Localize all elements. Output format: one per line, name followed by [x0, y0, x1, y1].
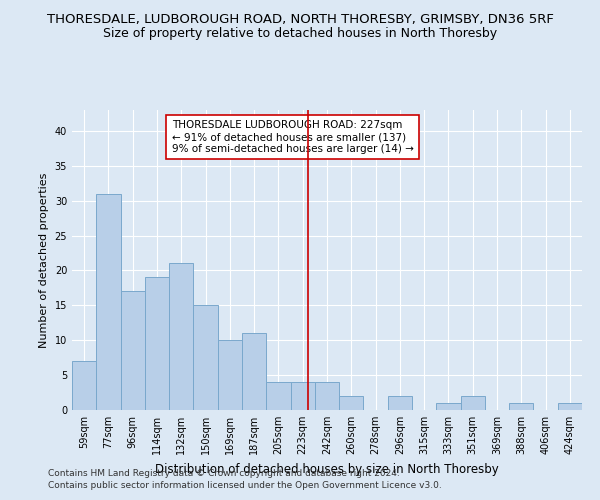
Text: Contains public sector information licensed under the Open Government Licence v3: Contains public sector information licen…	[48, 481, 442, 490]
Bar	[266, 382, 290, 410]
Bar	[145, 278, 169, 410]
Bar	[558, 403, 582, 410]
X-axis label: Distribution of detached houses by size in North Thoresby: Distribution of detached houses by size …	[155, 462, 499, 475]
Bar	[72, 361, 96, 410]
Text: THORESDALE, LUDBOROUGH ROAD, NORTH THORESBY, GRIMSBY, DN36 5RF: THORESDALE, LUDBOROUGH ROAD, NORTH THORE…	[47, 12, 553, 26]
Bar	[315, 382, 339, 410]
Y-axis label: Number of detached properties: Number of detached properties	[39, 172, 49, 348]
Bar	[218, 340, 242, 410]
Bar	[461, 396, 485, 410]
Bar	[339, 396, 364, 410]
Bar	[436, 403, 461, 410]
Bar	[290, 382, 315, 410]
Bar	[96, 194, 121, 410]
Bar	[193, 306, 218, 410]
Bar	[509, 403, 533, 410]
Text: Contains HM Land Registry data © Crown copyright and database right 2024.: Contains HM Land Registry data © Crown c…	[48, 468, 400, 477]
Bar	[169, 264, 193, 410]
Bar	[242, 334, 266, 410]
Bar	[121, 292, 145, 410]
Text: THORESDALE LUDBOROUGH ROAD: 227sqm
← 91% of detached houses are smaller (137)
9%: THORESDALE LUDBOROUGH ROAD: 227sqm ← 91%…	[172, 120, 413, 154]
Bar	[388, 396, 412, 410]
Text: Size of property relative to detached houses in North Thoresby: Size of property relative to detached ho…	[103, 28, 497, 40]
